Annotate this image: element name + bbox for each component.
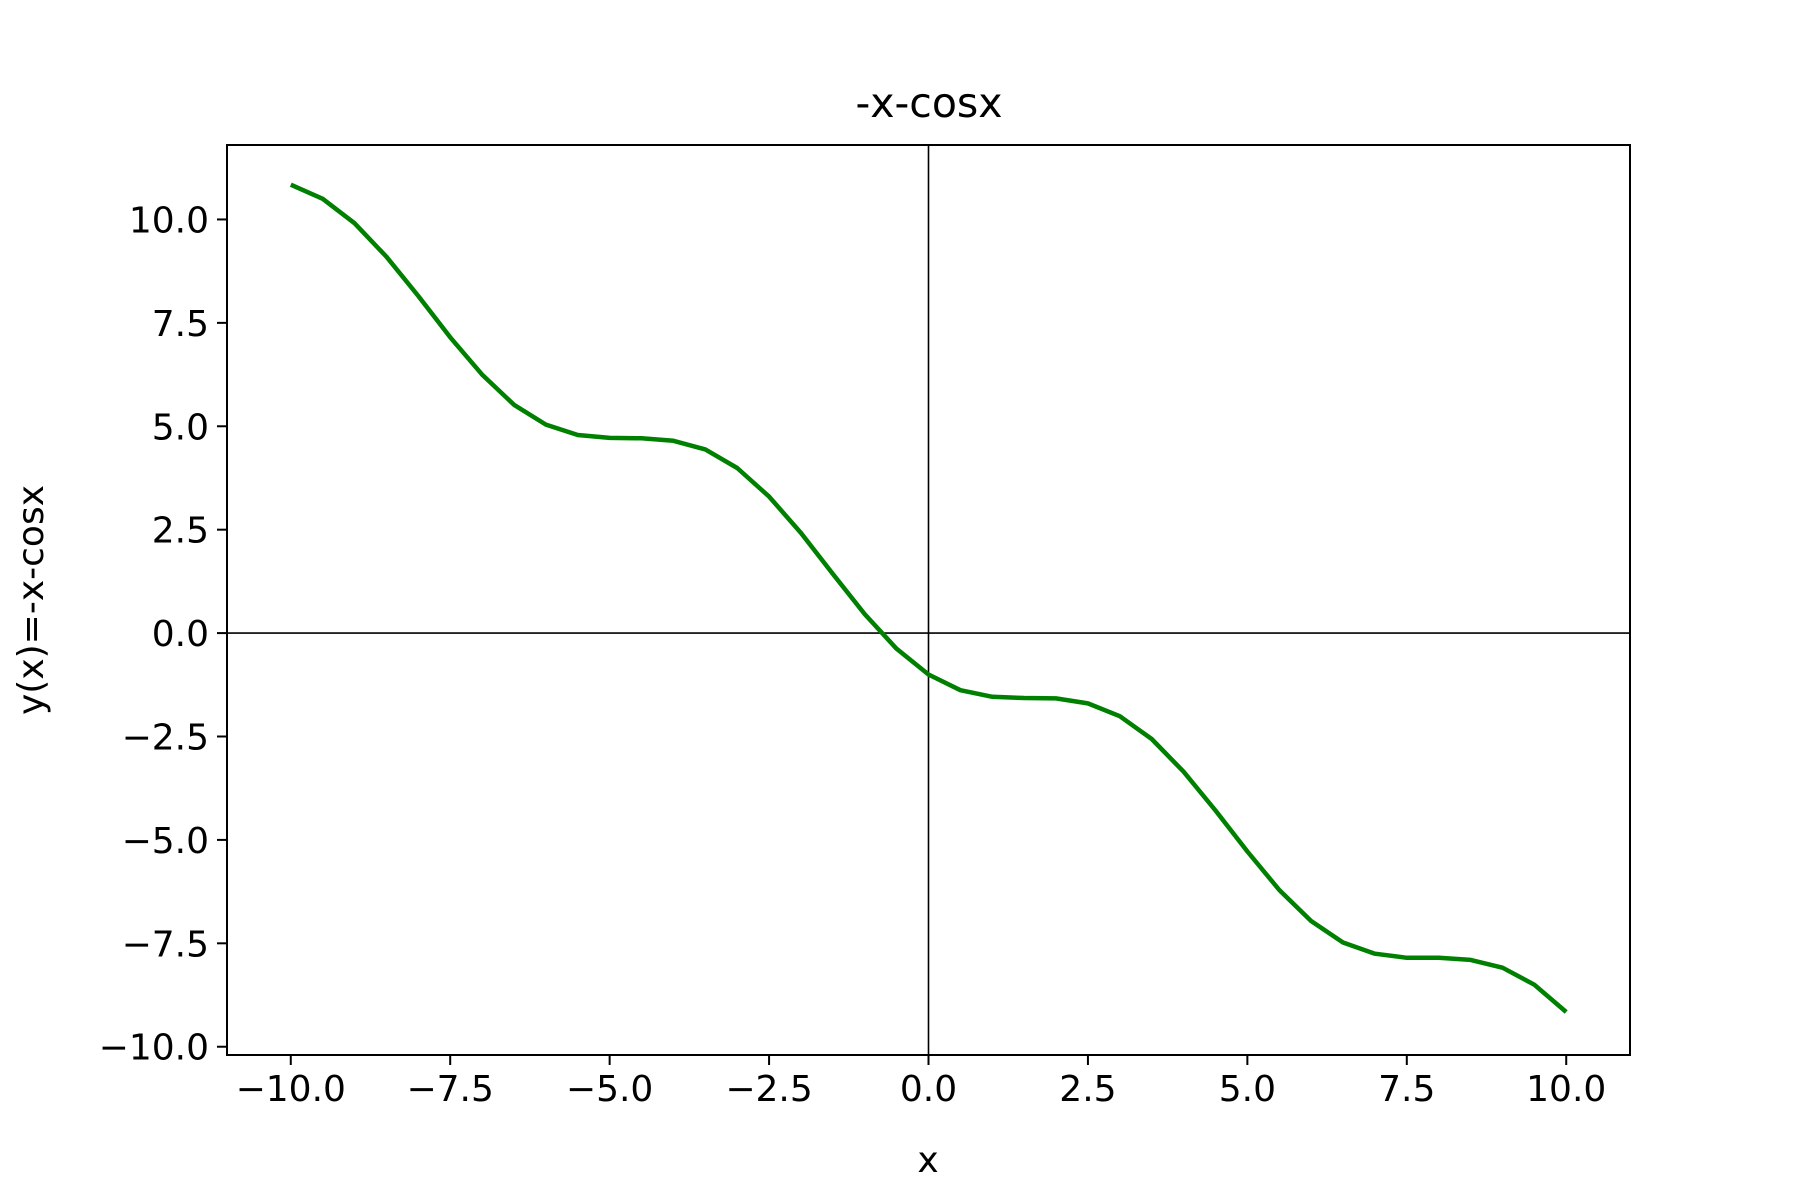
y-axis-label: y(x)=-x-cosx: [11, 485, 52, 715]
x-tick-label: −10.0: [236, 1069, 346, 1110]
reference-lines: [227, 145, 1630, 1055]
y-tick-label: 2.5: [152, 511, 209, 552]
series-layer: [289, 182, 1568, 1014]
x-tick-label: −7.5: [406, 1069, 493, 1110]
x-tick-label: 2.5: [1059, 1069, 1116, 1110]
x-tick-label: −5.0: [566, 1069, 653, 1110]
x-axis: −10.0 −7.5 −5.0 −2.5 0.0 2.5 5.0 7.5 10.0: [236, 1055, 1606, 1110]
y-tick-label: 10.0: [129, 200, 209, 241]
y-tick-label: 7.5: [152, 304, 209, 345]
x-axis-label: x: [917, 1140, 938, 1181]
y-tick-label: 5.0: [152, 407, 209, 448]
series-line-0: [289, 182, 1568, 1014]
y-tick-label: −7.5: [122, 924, 209, 965]
x-tick-label: 0.0: [900, 1069, 957, 1110]
x-tick-label: −2.5: [725, 1069, 812, 1110]
y-tick-label: −5.0: [122, 821, 209, 862]
y-tick-label: −10.0: [99, 1028, 209, 1069]
y-tick-label: 0.0: [152, 614, 209, 655]
chart-title: -x-cosx: [855, 79, 1002, 127]
y-tick-label: −2.5: [122, 718, 209, 759]
x-tick-label: 7.5: [1378, 1069, 1435, 1110]
y-axis: 10.0 7.5 5.0 2.5 0.0 −2.5 −5.0 −7.5 −10.0: [99, 200, 227, 1069]
x-tick-label: 10.0: [1526, 1069, 1606, 1110]
x-tick-label: 5.0: [1219, 1069, 1276, 1110]
